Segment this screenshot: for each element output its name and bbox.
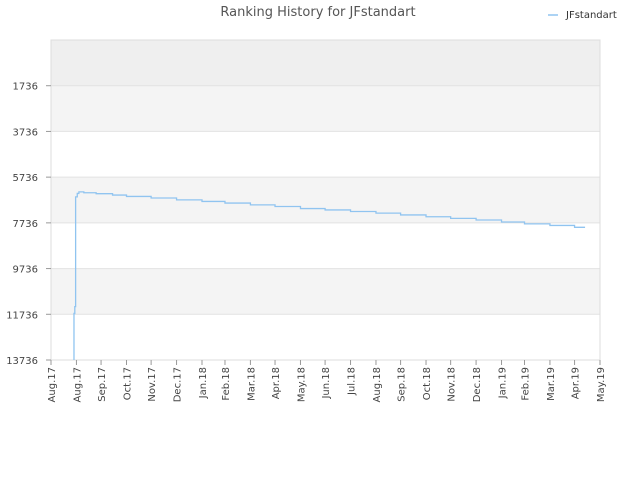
- y-tick-label: 3736: [13, 127, 38, 138]
- legend[interactable]: JFstandart: [548, 10, 617, 21]
- plot-band: [51, 131, 600, 178]
- y-tick-label: 9736: [13, 265, 38, 276]
- x-tick-label: Sep.18: [397, 367, 408, 402]
- x-tick-label: Dec.17: [173, 367, 184, 402]
- x-tick-label: Jul.18: [347, 367, 358, 396]
- x-tick-label: Jun.18: [321, 367, 332, 400]
- plot-background-bands: [51, 40, 600, 360]
- x-tick-label: Apr.19: [571, 367, 582, 399]
- x-tick-label: Aug.17: [72, 367, 83, 402]
- x-tick-label: May.18: [296, 367, 307, 402]
- x-tick-label: Dec.18: [472, 367, 483, 402]
- x-tick-label: Sep.17: [97, 367, 108, 402]
- plot-band: [51, 222, 600, 269]
- x-tick-label: Feb.18: [221, 367, 232, 401]
- plot-band: [51, 40, 600, 86]
- y-axis: 1736 3736 5736 7736 9736 11736 13736: [6, 82, 51, 367]
- y-tick-label: 11736: [6, 310, 38, 321]
- plot-band: [51, 177, 600, 223]
- x-tick-label: Jan.18: [198, 367, 209, 399]
- x-tick-label: Oct.17: [122, 367, 133, 400]
- x-tick-label: Nov.17: [147, 367, 158, 402]
- y-tick-label: 7736: [13, 219, 38, 230]
- chart-title: Ranking History for JFstandart: [220, 5, 415, 20]
- x-tick-label: Apr.18: [271, 367, 282, 399]
- plot-band: [51, 268, 600, 315]
- plot-band: [51, 314, 600, 360]
- series-line-jfstandart: [73, 191, 586, 360]
- x-tick-label: Nov.18: [447, 367, 458, 402]
- x-tick-label: May.19: [596, 367, 607, 402]
- x-tick-label: Feb.19: [521, 367, 532, 401]
- plot-band: [51, 85, 600, 132]
- x-tick-label: Mar.19: [546, 367, 557, 401]
- x-tick-label: Jan.19: [498, 367, 509, 399]
- x-tick-label: Mar.18: [246, 367, 257, 401]
- y-tick-label: 13736: [6, 356, 38, 367]
- gridlines: [51, 85, 600, 361]
- x-axis: Aug.17 Aug.17 Sep.17 Oct.17 Nov.17 Dec.17 Jan.…: [47, 360, 607, 402]
- x-tick-label: Oct.18: [422, 367, 433, 400]
- legend-label: JFstandart: [565, 10, 617, 21]
- x-tick-label: Aug.17: [47, 367, 58, 402]
- x-tick-label: Aug.18: [372, 367, 383, 402]
- y-tick-label: 5736: [13, 173, 38, 184]
- y-tick-label: 1736: [13, 82, 38, 93]
